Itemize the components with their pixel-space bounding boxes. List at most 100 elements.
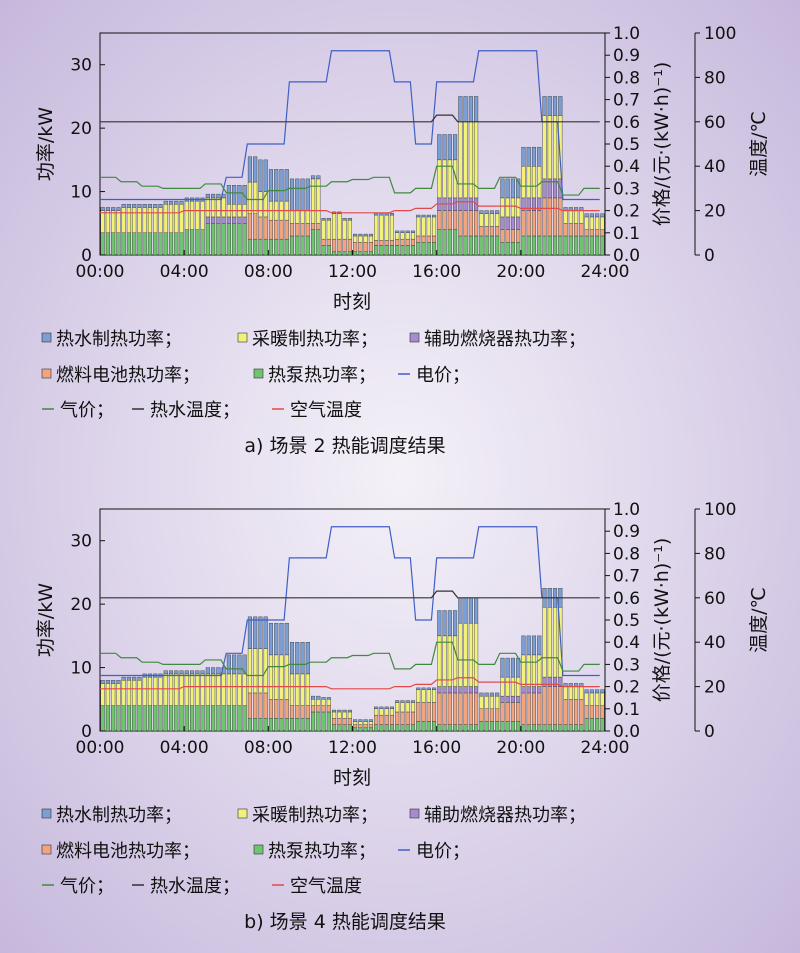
bar-fuel-cell [458, 692, 463, 725]
bar-heat-pump [184, 705, 189, 732]
bar-heating [337, 711, 342, 719]
bar-heating [121, 680, 126, 706]
bar-heat-pump [174, 705, 179, 732]
temp-tick-label: 20 [704, 202, 726, 222]
temp-tick-label: 60 [704, 589, 726, 609]
bar-hot-water [247, 616, 252, 649]
bar-heat-pump [158, 705, 163, 732]
legend: 热水制热功率； 采暖制热功率； 辅助燃烧器热功率； 燃料电池热功率； 热泵热功率… [41, 805, 586, 897]
bar-heat-pump [258, 238, 263, 256]
bar-hot-water [363, 719, 368, 722]
bar-fuel-cell [437, 692, 442, 725]
bar-fuel-cell [384, 240, 389, 246]
bar-heat-pump [552, 724, 558, 732]
bar-heat-pump [479, 721, 484, 732]
bar-hot-water [447, 134, 452, 161]
bar-heating [447, 159, 452, 199]
bar-fuel-cell [468, 210, 473, 237]
bar-aux-burner [437, 686, 442, 694]
bar-heating [421, 689, 426, 703]
bar-heat-pump [447, 229, 452, 256]
bar-heating [458, 121, 463, 199]
bar-fuel-cell [295, 705, 300, 719]
bar-heating [384, 708, 389, 716]
legend-item-heating: 采暖制热功率； [252, 329, 378, 350]
bar-heat-pump [474, 724, 479, 732]
bar-hot-water [463, 96, 468, 123]
caption: b) 场景 4 热能调度结果 [244, 911, 446, 933]
bar-fuel-cell [574, 223, 579, 237]
bar-heat-pump [468, 235, 473, 256]
bar-hot-water [232, 185, 237, 205]
bar-heat-pump [542, 724, 547, 732]
bar-hot-water [179, 200, 184, 205]
legend-swatch-heating [237, 332, 248, 343]
bar-heat-pump [500, 242, 505, 256]
bar-hot-water [389, 706, 394, 710]
bar-hot-water [526, 635, 531, 656]
bar-hot-water [442, 134, 447, 161]
bar-heat-pump [321, 245, 326, 256]
bar-hot-water [437, 134, 442, 161]
bar-hot-water [132, 676, 137, 681]
bar-heating [337, 213, 342, 240]
bar-hot-water [384, 212, 389, 216]
bar-heating [353, 235, 358, 243]
bar-heat-pump [268, 238, 273, 256]
bar-heat-pump [363, 251, 368, 256]
bar-aux-burner [463, 197, 468, 211]
bar-hot-water [342, 218, 347, 221]
price-tick-label: 0.9 [613, 522, 640, 542]
bar-heat-pump [547, 235, 552, 256]
legend: 热水制热功率； 采暖制热功率； 辅助燃烧器热功率； 燃料电池热功率； 热泵热功率… [41, 329, 586, 421]
bar-fuel-cell [510, 702, 515, 722]
bar-heating [153, 676, 158, 706]
bar-fuel-cell [321, 238, 326, 246]
bar-heat-pump [211, 223, 216, 256]
bar-heating [132, 680, 137, 706]
bar-heating [258, 191, 263, 218]
bar-hot-water [316, 175, 321, 180]
bar-hot-water [174, 200, 179, 205]
bar-heat-pump [116, 705, 121, 732]
bar-heating [495, 213, 500, 227]
bar-heating [268, 654, 273, 700]
bar-fuel-cell [368, 242, 373, 253]
legend-item-gas-price: 气价； [60, 400, 114, 421]
bar-heat-pump [426, 721, 431, 732]
bar-heating [495, 695, 500, 709]
bar-heating [589, 692, 594, 706]
bar-heat-pump [263, 718, 268, 732]
bar-fuel-cell [552, 686, 558, 725]
bar-hot-water [253, 616, 258, 649]
x-axis-label: 时刻 [333, 767, 371, 789]
bar-heating [353, 721, 358, 725]
bar-heat-pump [584, 235, 589, 256]
bar-hot-water [358, 233, 363, 237]
x-tick-label: 12:00 [328, 738, 377, 758]
bar-fuel-cell [284, 219, 289, 240]
bar-heating [174, 673, 179, 706]
bar-heating [142, 207, 147, 233]
bar-heat-pump [495, 721, 500, 732]
bar-heating [195, 673, 200, 706]
bar-heat-pump [600, 235, 605, 256]
bar-hot-water [179, 670, 184, 675]
bar-heating [253, 181, 258, 214]
bar-heating [111, 683, 116, 706]
bars-group [100, 96, 605, 256]
bar-heat-pump [579, 724, 584, 732]
bar-heat-pump [495, 235, 500, 256]
bar-fuel-cell [342, 238, 347, 253]
bar-heat-pump [426, 242, 431, 256]
bar-heat-pump [489, 721, 494, 732]
bar-fuel-cell [279, 699, 284, 719]
bar-hot-water [295, 642, 300, 675]
bar-hot-water [437, 610, 442, 637]
bar-hot-water [105, 207, 110, 211]
bar-heating [584, 216, 589, 230]
bar-heat-pump [274, 718, 279, 732]
bar-hot-water [600, 213, 605, 218]
bar-fuel-cell [505, 702, 510, 722]
bar-hot-water [447, 610, 452, 637]
